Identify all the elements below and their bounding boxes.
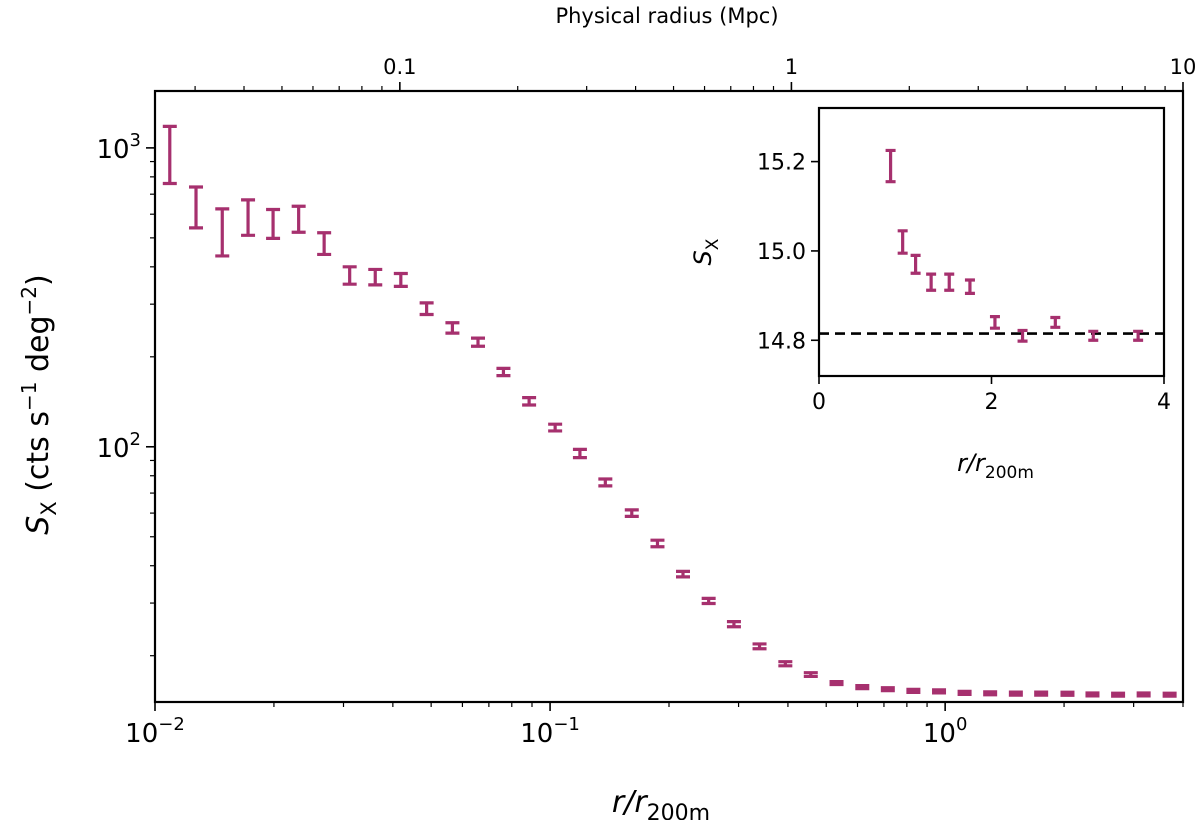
data-point-errorbar <box>548 422 563 433</box>
data-point-errorbar <box>215 207 230 258</box>
data-point-errorbar <box>957 689 972 696</box>
inset-data-point-errorbar <box>885 148 896 184</box>
data-point-errorbar <box>266 207 281 240</box>
data-point-errorbar <box>342 265 357 286</box>
inset-data-point-errorbar <box>1017 328 1028 343</box>
inset-data-point-errorbar <box>944 272 955 292</box>
x-tick-label: 10−1 <box>520 714 580 749</box>
data-point-errorbar <box>675 569 690 579</box>
data-point-errorbar <box>701 596 716 606</box>
top-tick-label: 1 <box>785 55 798 79</box>
data-point-errorbar <box>241 198 256 237</box>
data-point-errorbar <box>393 271 408 289</box>
inset-x-tick-label: 0 <box>812 390 826 415</box>
inset-data-point-errorbar <box>1050 315 1061 329</box>
data-point-errorbar <box>650 538 665 549</box>
inset-data-point-errorbar <box>1133 329 1144 342</box>
data-point-errorbar <box>445 321 460 335</box>
data-point-errorbar <box>317 231 332 257</box>
inset-x-axis-label: r/r200m <box>957 449 1034 483</box>
inset-data-point-errorbar <box>926 272 937 292</box>
data-point-errorbar <box>496 366 511 378</box>
data-point-errorbar <box>470 336 485 348</box>
inset-data-point-errorbar <box>964 278 975 295</box>
data-point-errorbar <box>1111 691 1126 698</box>
inset-frame <box>817 106 1166 378</box>
x-tick-label: 10−2 <box>125 714 185 749</box>
y-axis-label: SX (cts s−1 deg−2) <box>17 274 61 535</box>
data-point-errorbar <box>1136 691 1151 698</box>
x-axis-label: r/r200m <box>612 785 710 820</box>
y-tick-label: 103 <box>96 130 141 165</box>
top-tick-label: 0.1 <box>383 55 416 79</box>
data-point-errorbar <box>1060 690 1075 697</box>
inset-x-tick-label: 2 <box>985 390 999 415</box>
data-point-errorbar <box>983 690 998 697</box>
data-point-errorbar <box>1162 691 1177 698</box>
data-point-errorbar <box>855 684 870 691</box>
data-point-errorbar <box>572 447 587 460</box>
inset-data-point-errorbar <box>1088 329 1099 342</box>
inset-data-point-errorbar <box>897 229 908 255</box>
inset-y-tick-label: 15.2 <box>757 151 806 176</box>
data-point-errorbar <box>932 688 947 695</box>
y-tick-label: 102 <box>96 429 141 464</box>
inset-y-tick-label: 15.0 <box>757 240 806 265</box>
data-point-errorbar <box>803 671 818 679</box>
main-plot-frame <box>153 89 1185 704</box>
inset-data-point-errorbar <box>989 314 1000 330</box>
data-point-errorbar <box>291 204 306 234</box>
inset-x-tick-label: 4 <box>1157 390 1171 415</box>
inset-plot: 0 2 4 14.8 15.0 15.2 r/r200m SX <box>689 106 1171 483</box>
data-point-errorbar <box>368 267 383 287</box>
data-point-errorbar <box>829 679 844 687</box>
top-tick-label: 10 <box>1170 55 1197 79</box>
data-point-errorbar <box>726 620 741 629</box>
data-point-errorbar <box>778 660 793 668</box>
x-tick-label: 100 <box>923 714 968 749</box>
data-point-errorbar <box>880 686 895 693</box>
data-point-errorbar <box>752 642 767 651</box>
top-axis-label: Physical radius (Mpc) <box>555 4 778 28</box>
data-point-errorbar <box>624 508 639 518</box>
data-point-errorbar <box>1008 690 1023 697</box>
inset-y-axis-label: SX <box>689 238 723 265</box>
data-point-errorbar <box>906 687 921 694</box>
data-point-errorbar <box>1085 691 1100 698</box>
data-point-errorbar <box>522 396 537 407</box>
data-point-errorbar <box>162 124 177 186</box>
inset-y-tick-label: 14.8 <box>757 329 806 354</box>
inset-data-point-errorbar <box>910 253 921 275</box>
data-point-errorbar <box>189 185 204 230</box>
data-point-errorbar <box>598 477 613 488</box>
data-point-errorbar <box>419 301 434 317</box>
data-point-errorbar <box>1034 690 1049 697</box>
main-plot: 10−2 10−1 100 102 103 0.1 1 10 Physical radius (… <box>17 4 1196 820</box>
